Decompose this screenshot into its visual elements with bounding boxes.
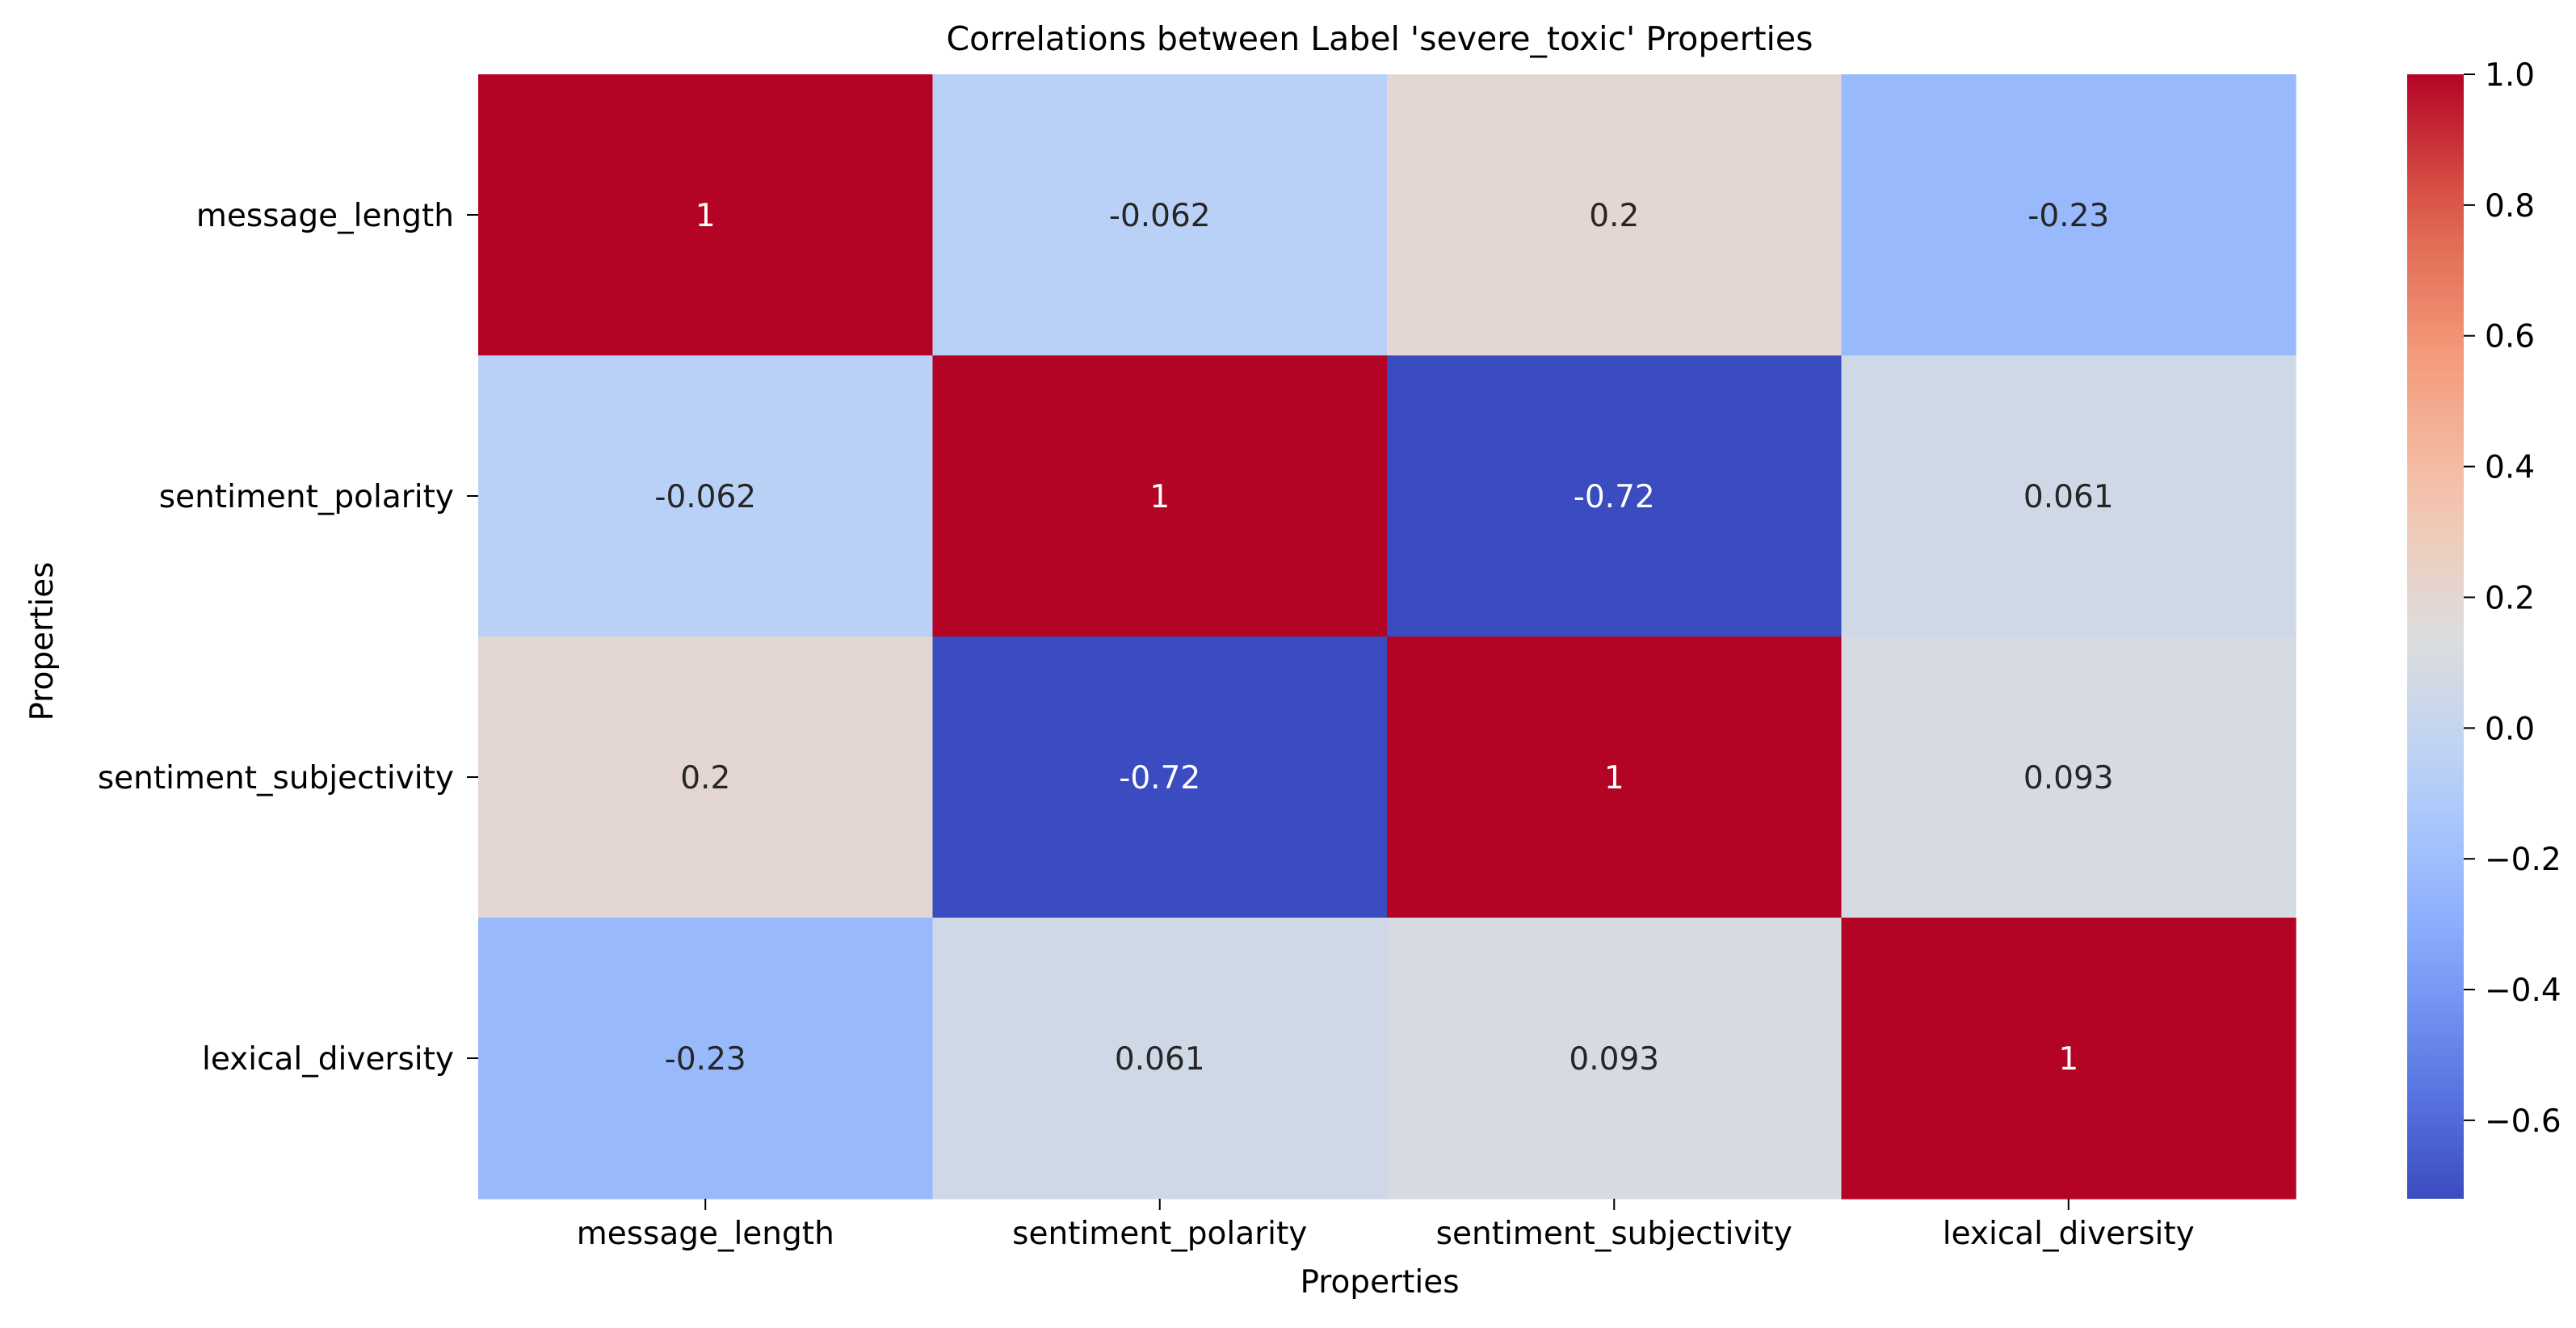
colorbar-tick-label-7: −0.4 bbox=[2485, 973, 2561, 1009]
heatmap-cell-r0-c0 bbox=[478, 74, 934, 356]
cell-annotation-r3-c2: 0.093 bbox=[1569, 1041, 1659, 1078]
colorbar-tick-label-5: 0.0 bbox=[2485, 711, 2535, 747]
x-tick-label-1: sentiment_polarity bbox=[1012, 1216, 1307, 1252]
heatmap-cells bbox=[478, 74, 2297, 1200]
colorbar-tick-label-2: 0.6 bbox=[2485, 319, 2535, 355]
heatmap-cell-r3-c2 bbox=[1387, 918, 1843, 1200]
heatmap-cell-r2-c2 bbox=[1387, 637, 1843, 918]
heatmap-cell-r2-c0 bbox=[478, 637, 934, 918]
colorbar-tick-label-6: −0.2 bbox=[2485, 842, 2561, 878]
y-tick-label-1: sentiment_polarity bbox=[159, 479, 454, 515]
heatmap-cell-r1-c3 bbox=[1841, 355, 2297, 637]
cell-annotation-r1-c3: 0.061 bbox=[2023, 479, 2114, 515]
x-tick-label-3: lexical_diversity bbox=[1943, 1216, 2195, 1252]
heatmap-cell-r0-c2 bbox=[1387, 74, 1843, 356]
heatmap-cell-r2-c3 bbox=[1841, 637, 2297, 918]
colorbar-tick-label-0: 1.0 bbox=[2485, 57, 2535, 94]
cell-annotation-r1-c1: 1 bbox=[1149, 479, 1170, 515]
colorbar-tick-label-4: 0.2 bbox=[2485, 580, 2535, 616]
x-tick-label-2: sentiment_subjectivity bbox=[1436, 1216, 1792, 1252]
heatmap-cell-r2-c1 bbox=[932, 637, 1388, 918]
y-axis: message_length sentiment_polarity sentimen… bbox=[98, 198, 478, 1078]
cell-annotation-r2-c3: 0.093 bbox=[2023, 760, 2114, 796]
y-tick-label-3: lexical_diversity bbox=[202, 1041, 454, 1078]
heatmap-cell-r0-c1 bbox=[932, 74, 1388, 356]
heatmap-cell-r3-c1 bbox=[932, 918, 1388, 1200]
cell-annotation-r3-c1: 0.061 bbox=[1115, 1041, 1205, 1078]
cell-annotation-r0-c0: 1 bbox=[695, 198, 716, 234]
colorbar-tick-label-8: −0.6 bbox=[2485, 1103, 2561, 1140]
cell-annotation-r0-c1: -0.062 bbox=[1109, 198, 1211, 234]
cell-annotation-r3-c3: 1 bbox=[2058, 1041, 2078, 1078]
cell-annotation-r2-c1: -0.72 bbox=[1119, 760, 1200, 796]
heatmap-cell-r3-c0 bbox=[478, 918, 934, 1200]
x-axis: message_length sentiment_polarity sentimen… bbox=[577, 1199, 2195, 1252]
heatmap-cell-r3-c3 bbox=[1841, 918, 2297, 1200]
y-tick-label-2: sentiment_subjectivity bbox=[98, 760, 454, 796]
cell-annotation-r3-c0: -0.23 bbox=[665, 1041, 746, 1078]
x-tick-label-0: message_length bbox=[577, 1216, 834, 1252]
y-axis-label: Properties bbox=[24, 561, 61, 721]
cell-annotation-r1-c0: -0.062 bbox=[654, 479, 756, 515]
colorbar-tick-label-3: 0.4 bbox=[2485, 450, 2535, 486]
cell-annotation-r0-c2: 0.2 bbox=[1589, 198, 1639, 234]
cell-annotation-r2-c0: 0.2 bbox=[680, 760, 730, 796]
heatmap-cell-r0-c3 bbox=[1841, 74, 2297, 356]
heatmap-cell-r1-c1 bbox=[932, 355, 1388, 637]
heatmap-cell-r1-c0 bbox=[478, 355, 934, 637]
chart-title: Correlations between Label 'severe_toxic… bbox=[946, 19, 1813, 58]
colorbar: 1.0 0.8 0.6 0.4 0.2 0.0 −0.2 −0.4 −0.6 bbox=[2407, 57, 2561, 1199]
colorbar-tick-label-1: 0.8 bbox=[2485, 188, 2535, 225]
cell-annotation-r2-c2: 1 bbox=[1604, 760, 1624, 796]
colorbar-gradient bbox=[2407, 74, 2464, 1199]
cell-annotation-r0-c3: -0.23 bbox=[2028, 198, 2109, 234]
heatmap-annotations: 1 -0.062 0.2 -0.23 -0.062 1 -0.72 0.061 0.2 -0.72… bbox=[654, 198, 2113, 1078]
heatmap-cell-r1-c2 bbox=[1387, 355, 1843, 637]
cell-annotation-r1-c2: -0.72 bbox=[1574, 479, 1655, 515]
x-axis-label: Properties bbox=[1300, 1264, 1459, 1301]
y-tick-label-0: message_length bbox=[196, 198, 454, 234]
